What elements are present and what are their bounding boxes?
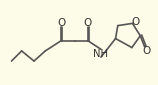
Text: O: O bbox=[142, 46, 150, 56]
Text: NH: NH bbox=[93, 49, 108, 59]
Text: O: O bbox=[84, 18, 92, 28]
Text: O: O bbox=[57, 18, 65, 28]
Text: O: O bbox=[131, 17, 139, 27]
